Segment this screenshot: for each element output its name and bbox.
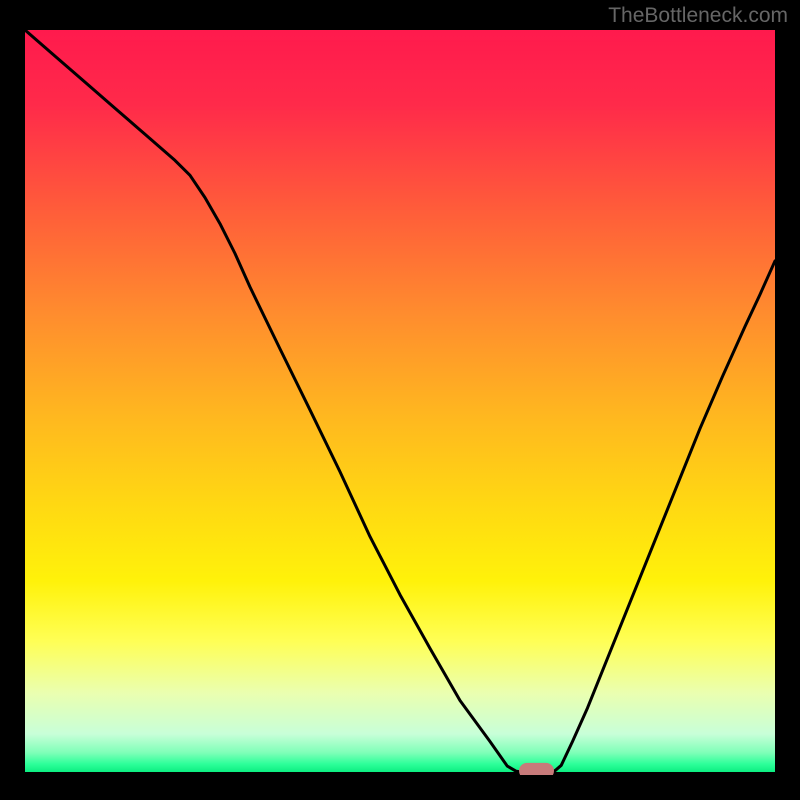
chart-container xyxy=(25,30,775,775)
chart-background xyxy=(25,30,775,775)
watermark-text: TheBottleneck.com xyxy=(608,4,788,28)
bottleneck-chart xyxy=(25,30,775,775)
optimal-point-marker xyxy=(519,763,554,775)
